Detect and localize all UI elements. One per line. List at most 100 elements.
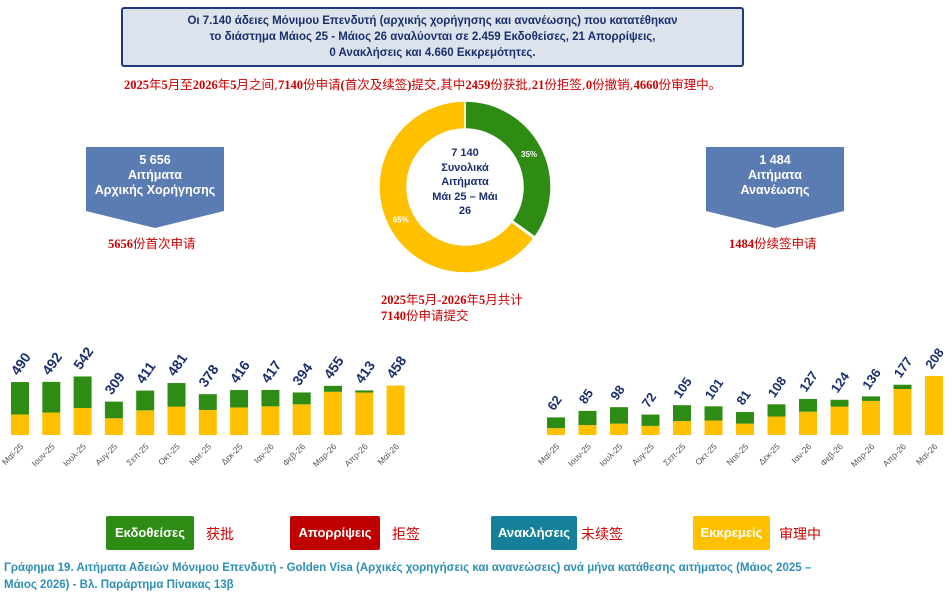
bar-segment (198, 409, 217, 435)
status-donut-chart: 35% 65% (378, 100, 552, 274)
initial-grant-arrow-shape (86, 147, 224, 228)
chinese-summary-segment: 份获批, (490, 77, 532, 92)
donut-total-label-1: Συνολικά (441, 161, 489, 174)
bar-segment (862, 400, 880, 435)
bar-total-label: 72 (639, 390, 660, 410)
bar-category-label: Ιουν-25 (30, 441, 57, 468)
chinese-summary-segment: 提交,其中 (411, 77, 466, 92)
summary-line-2: το διάστημα Μάιος 25 - Μάιος 26 αναλύοντ… (209, 31, 656, 43)
chinese-summary-segment: 7140 (278, 78, 304, 92)
donut-chinese-line-1: 2025年5月-2026年5月共计 (381, 289, 523, 308)
legend-pending: Εκκρεμείς (693, 516, 770, 550)
bar-segment (292, 392, 311, 405)
donut-total: 7 140 (451, 147, 479, 159)
initial-grant-box: 5 656 Αιτήματα Αρχικής Χορήγησης (86, 147, 224, 228)
bar-segment (641, 414, 660, 426)
bar-total-label: 62 (544, 393, 565, 413)
summary-line-3: 0 Ανακλήσεις και 4.660 Εκκρεμότητες. (329, 47, 536, 59)
legend-chinese-revoked: 未续签 (581, 527, 623, 543)
bar-total-label: 85 (576, 386, 597, 406)
chinese-summary: 2025年5月至2026年5月之间,7140份申请(首次及续签)提交,其中245… (124, 74, 721, 93)
chinese-summary-segment: 份申请 (303, 77, 341, 92)
bar-segment (386, 385, 405, 435)
bar-segment (42, 412, 61, 435)
bar-total-label: 378 (195, 361, 222, 389)
donut-slice-label: 65% (393, 215, 409, 224)
bar-total-label: 411 (133, 358, 159, 386)
initial-grant-count: 5 656 (139, 153, 171, 167)
figure-caption: Γράφημα 19. Αιτήματα Αδειών Μόνιμου Επεν… (4, 560, 948, 594)
bar-segment (547, 417, 565, 429)
bar-category-label: Ιαν-26 (790, 441, 814, 465)
bar-segment (736, 423, 754, 435)
bar-segment (324, 385, 342, 392)
chinese-summary-segment: 年 (217, 77, 231, 92)
chinese-summary-segment: ( (340, 78, 345, 92)
bar-category-label: Μαϊ-26 (375, 441, 401, 467)
bar-segment (167, 383, 186, 407)
bar-category-label: Μαϊ-26 (914, 441, 940, 467)
chinese-summary-segment: 2025 (124, 78, 149, 92)
bar-segment (799, 411, 817, 435)
chinese-summary-segment: 月至 (167, 77, 193, 92)
bar-category-label: Ιουλ-25 (597, 441, 624, 468)
legend-revoked: Ανακλήσεις (491, 516, 577, 550)
bar-segment (11, 414, 29, 435)
bar-total-label: 124 (828, 369, 853, 396)
renewal-label-2: Ανανέωσης (740, 183, 810, 197)
bar-total-label: 101 (702, 376, 727, 402)
legend-chinese-pending: 审理中 (779, 527, 821, 543)
initial-grant-chinese-segment: 份首次申请 (133, 236, 196, 251)
bar-category-label: Απρ-26 (342, 441, 370, 469)
bar-segment (261, 389, 280, 407)
chinese-summary-segment: 2026 (192, 78, 218, 92)
bar-segment (673, 405, 691, 422)
bar-total-label: 416 (226, 357, 253, 385)
bar-segment (230, 390, 249, 408)
bar-segment (641, 425, 660, 435)
donut-chinese-line-1-segment: -2026 (437, 293, 467, 307)
bar-segment (104, 418, 123, 435)
donut-chinese-line-2-segment: 份申请提交 (406, 308, 469, 323)
caption-line-1: Γράφημα 19. Αιτήματα Αδειών Μόνιμου Επεν… (4, 562, 812, 574)
donut-chinese-line-2: 7140份申请提交 (381, 305, 469, 324)
bar-segment (799, 398, 817, 412)
bar-segment (893, 388, 912, 435)
legend-issued: Εκδοθείσες (106, 516, 194, 550)
bar-segment (355, 390, 374, 393)
chinese-summary-segment: 份撤销, (592, 77, 634, 92)
bar-category-label: Σεπ-25 (661, 441, 687, 467)
bar-segment (610, 407, 628, 424)
initial-grant-label-2: Αρχικής Χορήγησης (94, 183, 216, 197)
bar-segment (42, 381, 61, 413)
bar-total-label: 481 (164, 350, 191, 378)
bar-segment (578, 425, 597, 435)
legend-chinese-issued: 获批 (206, 527, 234, 543)
bar-total-label: 98 (607, 382, 628, 402)
chinese-summary-segment: 4660 (633, 78, 659, 92)
renewal-label-1: Αιτήματα (748, 168, 802, 182)
renewal-arrow-shape (706, 147, 844, 228)
bar-segment (547, 428, 565, 435)
donut-slice-label: 35% (521, 150, 537, 159)
bar-segment (136, 410, 155, 435)
donut-chinese-line-1-segment: 月 (424, 292, 438, 307)
bar-total-label: 492 (39, 349, 66, 377)
donut-chinese-line-1-segment: 2025 (381, 293, 406, 307)
bar-category-label: Μαϊ-25 (0, 441, 26, 467)
bar-segment (167, 406, 186, 435)
donut-chinese-line-1-segment: 5 (418, 293, 425, 307)
bar-category-label: Μαϊ-25 (536, 441, 562, 467)
bar-category-label: Μαρ-26 (311, 441, 339, 469)
renewal-box: 1 484 Αιτήματα Ανανέωσης (706, 147, 844, 228)
summary-line-1: Οι 7.140 άδειες Μόνιμου Επενδυτή (αρχική… (187, 15, 678, 27)
chinese-summary-segment: 年 (149, 77, 162, 92)
chinese-summary-segment: ) (407, 78, 412, 92)
donut-chinese-line-1-segment: 年 (406, 292, 419, 307)
summary-header: Οι 7.140 άδειες Μόνιμου Επενδυτή (αρχική… (121, 7, 744, 67)
legend-rejected: Απορρίψεις (290, 516, 380, 550)
bar-segment (355, 392, 374, 435)
bar-segment (862, 396, 880, 401)
bar-category-label: Αυγ-25 (93, 441, 119, 467)
bar-category-label: Ιαν-26 (252, 441, 276, 465)
